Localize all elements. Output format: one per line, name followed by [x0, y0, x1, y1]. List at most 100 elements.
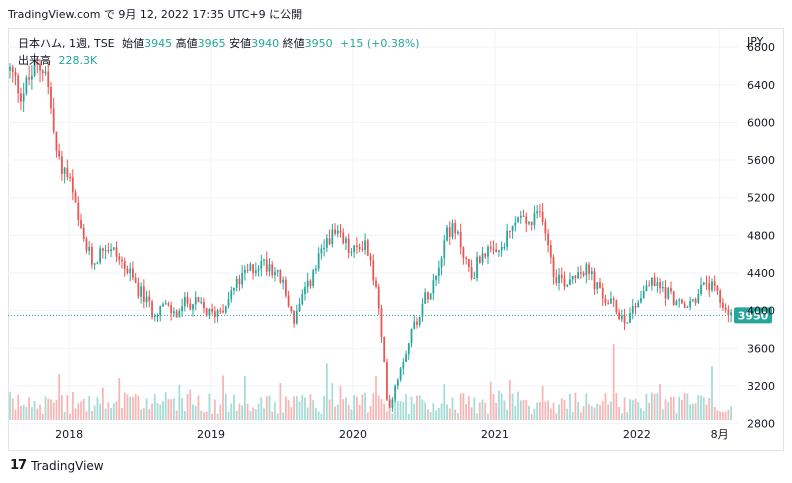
candle-body [183, 296, 186, 307]
volume-bar [424, 402, 427, 420]
candle-body [528, 221, 530, 224]
candle-body [233, 287, 235, 291]
candle-body [547, 233, 549, 246]
candle-body [421, 303, 424, 317]
candle-body [601, 288, 604, 299]
time-tick-label: 2019 [197, 428, 225, 441]
volume-bar [172, 398, 175, 420]
candle-body [69, 177, 71, 179]
volume-bar [495, 402, 498, 420]
volume-bar [52, 402, 55, 420]
volume-bar [331, 383, 334, 420]
candle-body [462, 247, 465, 259]
candle-body [336, 230, 339, 234]
volume-bar [416, 395, 418, 420]
candle-body [514, 222, 517, 227]
volume-bar [582, 406, 585, 420]
candle-body [585, 264, 588, 276]
volume-bar [481, 399, 484, 420]
volume-bar [101, 387, 104, 420]
candle-body [675, 300, 678, 306]
volume-bar [563, 400, 566, 420]
volume-bar [637, 402, 640, 420]
volume-bar [91, 411, 93, 420]
volume-bar [96, 397, 99, 420]
candle-body [295, 311, 298, 324]
candle-body [320, 248, 323, 254]
candle-body [394, 385, 397, 400]
volume-bar [263, 408, 265, 420]
candle-body [175, 311, 178, 318]
volume-bar [197, 395, 200, 420]
candle-body [167, 303, 170, 306]
volume-bar [252, 407, 254, 420]
candle-body [276, 269, 279, 272]
volume-bar [560, 398, 563, 420]
candle-body [656, 282, 659, 286]
candle-body [137, 282, 140, 297]
last-price-badge-label: 3950 [738, 309, 769, 322]
candle-body [391, 399, 394, 408]
price-axis[interactable]: 2800 3200 3600 4000 4400 4800 5200 5600 6000 6400… [747, 41, 775, 430]
volume-bar [17, 394, 20, 420]
volume-bar [112, 403, 115, 420]
candle-body [407, 343, 410, 355]
brand-name: TradingView [31, 458, 104, 473]
volume-bar [623, 397, 626, 420]
candle-body [101, 248, 104, 251]
candle-body [640, 297, 642, 303]
candle-body [151, 301, 153, 317]
candle-body [599, 282, 601, 289]
volume-bar [380, 398, 383, 420]
candle-body [481, 253, 484, 263]
candle-body [473, 278, 476, 280]
candle-body [66, 167, 69, 178]
candles [9, 53, 732, 412]
volume-bar [44, 396, 47, 420]
candle-body [17, 75, 20, 94]
volume-bar [517, 391, 519, 420]
candle-body [282, 279, 285, 283]
time-axis[interactable]: 2018 2019 2020 2021 2022 8月 [55, 428, 728, 441]
candle-body [203, 302, 205, 309]
high-label: 高値 [175, 37, 198, 50]
volume-bar [478, 402, 481, 420]
volume-bar [36, 408, 39, 420]
volume-bar [678, 396, 681, 420]
candle-body [156, 315, 159, 317]
volume-bar [219, 404, 222, 420]
grid-lines [8, 28, 738, 425]
volume-bar [558, 404, 560, 420]
candle-body [631, 306, 634, 314]
volume-bar [653, 393, 656, 420]
candle-body [328, 238, 331, 245]
candle-body [227, 299, 230, 307]
candle-body [691, 299, 694, 301]
volume-bar [530, 413, 533, 420]
candle-body [28, 77, 31, 80]
volume-bar [104, 408, 107, 420]
candle-body [107, 249, 110, 252]
candle-body [683, 303, 686, 308]
candle-body [604, 298, 607, 303]
volume-bar [620, 413, 623, 420]
volume-bar [386, 411, 388, 420]
candle-body [681, 299, 683, 304]
footer-brand[interactable]: 17 TradingView [10, 458, 104, 473]
time-tick-label: 2020 [339, 428, 367, 441]
candle-body [648, 285, 651, 287]
candle-body [25, 77, 28, 94]
volume-bar [142, 408, 145, 420]
volume-bar [498, 390, 500, 420]
candle-body [11, 66, 14, 72]
volume-bar [306, 407, 309, 420]
volume-bar [405, 393, 407, 420]
volume-bar [492, 394, 495, 420]
candle-body [104, 249, 107, 251]
candle-body [358, 247, 361, 250]
candle-body [309, 280, 312, 286]
open-value: 3945 [144, 37, 173, 50]
candle-body [178, 310, 181, 318]
volume-bar [230, 403, 233, 420]
